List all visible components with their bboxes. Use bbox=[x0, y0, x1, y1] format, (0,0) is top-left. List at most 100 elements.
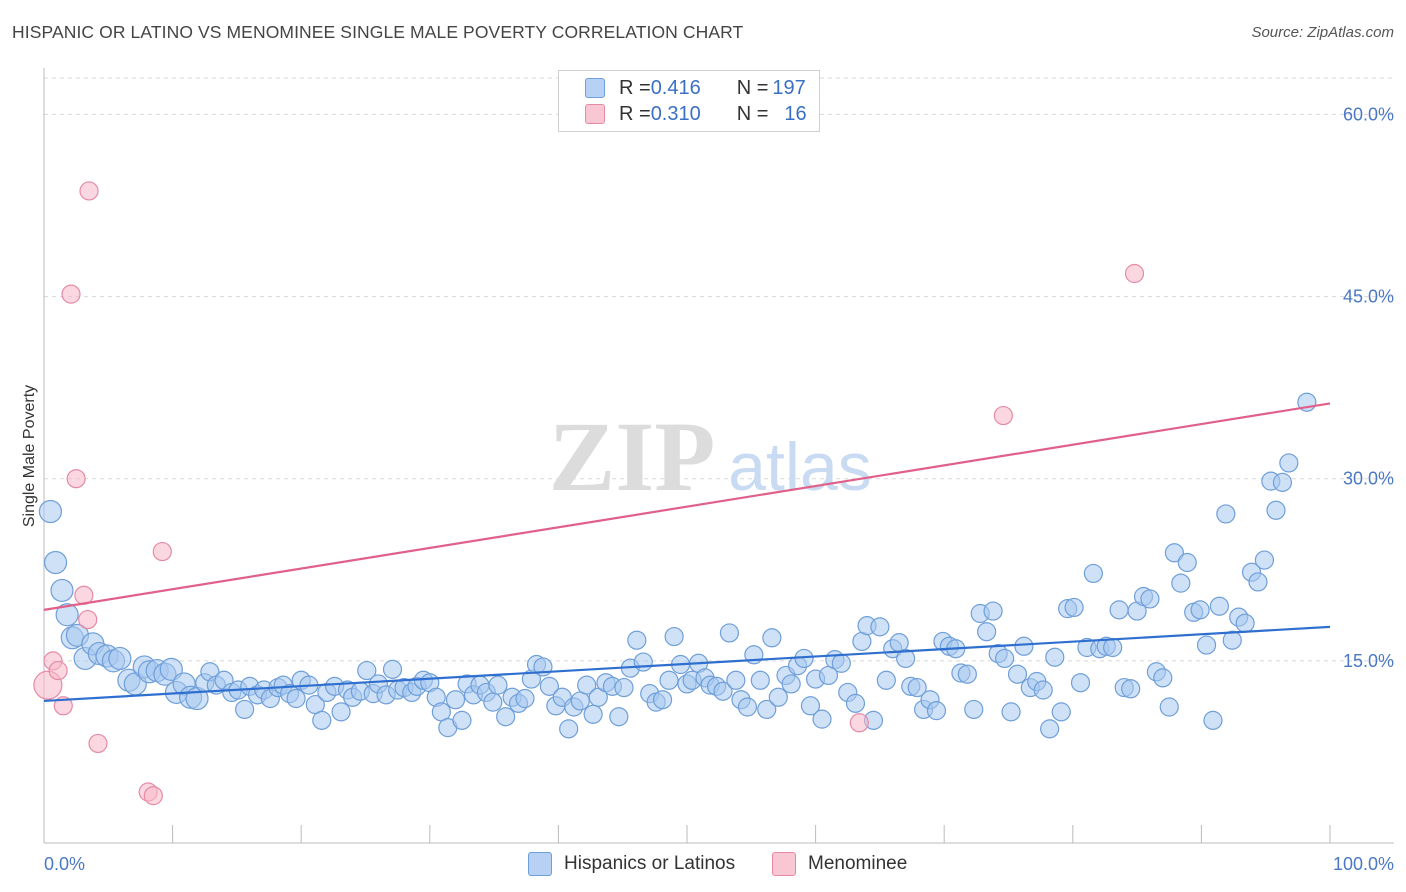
n-label: N = bbox=[736, 102, 769, 125]
data-point bbox=[78, 609, 98, 630]
data-point bbox=[609, 707, 629, 727]
axes bbox=[43, 68, 1394, 844]
data-point bbox=[79, 181, 99, 201]
data-point bbox=[1222, 630, 1242, 650]
x-tick-labels: 0.0% 100.0% bbox=[44, 854, 1394, 874]
legend-item-menominee[interactable]: Menominee bbox=[772, 852, 907, 876]
data-point bbox=[1153, 668, 1173, 688]
data-point bbox=[1254, 550, 1275, 570]
data-point bbox=[38, 499, 63, 524]
data-point bbox=[445, 690, 466, 710]
r-value: 0.416 bbox=[650, 76, 701, 99]
r-label: R = bbox=[619, 76, 651, 99]
data-point bbox=[977, 622, 997, 642]
data-point bbox=[488, 675, 508, 695]
data-point bbox=[907, 677, 927, 698]
data-point bbox=[1001, 702, 1021, 722]
n-value: 197 bbox=[772, 76, 806, 99]
data-point bbox=[1014, 636, 1034, 656]
data-point bbox=[737, 697, 758, 717]
data-point bbox=[357, 660, 377, 681]
data-point bbox=[870, 617, 890, 637]
data-point bbox=[1051, 702, 1071, 722]
data-point bbox=[382, 659, 403, 679]
r-value: 0.310 bbox=[650, 102, 701, 125]
data-point bbox=[1171, 573, 1191, 593]
legend-swatch-menominee bbox=[772, 852, 796, 876]
n-value: 16 bbox=[784, 102, 807, 125]
data-point bbox=[1103, 637, 1123, 658]
data-point bbox=[781, 674, 801, 694]
trend-lines bbox=[43, 402, 1331, 703]
data-point bbox=[995, 648, 1015, 669]
data-point bbox=[1216, 504, 1236, 524]
watermark-zip: ZIP bbox=[549, 401, 716, 512]
data-point bbox=[768, 687, 788, 707]
data-point bbox=[1109, 600, 1129, 620]
legend-item-hispanics[interactable]: Hispanics or Latinos bbox=[528, 852, 735, 876]
data-point bbox=[48, 660, 68, 681]
data-point bbox=[845, 693, 866, 713]
data-point bbox=[1209, 596, 1230, 616]
legend-swatch-hispanics bbox=[528, 852, 552, 876]
watermark: ZIP atlas bbox=[549, 401, 872, 512]
data-point bbox=[1121, 679, 1141, 699]
data-point bbox=[1064, 597, 1084, 618]
n-label: N = bbox=[736, 76, 769, 99]
data-point bbox=[831, 653, 851, 673]
stats-legend-swatch-menominee bbox=[585, 104, 605, 124]
data-point bbox=[719, 623, 740, 643]
data-point bbox=[483, 692, 503, 712]
data-point bbox=[1033, 680, 1053, 700]
grid-lines bbox=[44, 77, 1394, 662]
data-point bbox=[515, 688, 535, 709]
r-label: R = bbox=[619, 102, 651, 125]
data-point bbox=[614, 677, 634, 698]
data-point bbox=[1196, 635, 1217, 655]
legend-label-hispanics: Hispanics or Latinos bbox=[564, 853, 736, 874]
y-tick-label: 15.0% bbox=[1343, 651, 1394, 671]
data-point bbox=[876, 670, 896, 690]
data-point bbox=[1045, 647, 1065, 667]
x-tick-label-min: 0.0% bbox=[44, 854, 85, 874]
stats-legend-row-hispanics: R = 0.416 N = 197 bbox=[585, 76, 806, 100]
data-point bbox=[1203, 710, 1223, 730]
data-point bbox=[1248, 572, 1268, 592]
data-point bbox=[957, 664, 977, 684]
data-point bbox=[1140, 589, 1160, 609]
data-point bbox=[652, 690, 673, 710]
stats-legend: R = 0.416 N = 197 R = 0.310 N = 16 bbox=[558, 70, 820, 132]
data-point bbox=[762, 628, 782, 648]
data-point bbox=[539, 676, 559, 696]
data-point bbox=[50, 578, 74, 603]
data-point bbox=[43, 550, 68, 575]
data-point bbox=[61, 284, 81, 304]
series-hispanics-points bbox=[38, 392, 1317, 739]
data-point bbox=[496, 707, 516, 727]
y-tick-label: 45.0% bbox=[1343, 287, 1394, 307]
data-point bbox=[750, 670, 770, 690]
data-point bbox=[1164, 543, 1184, 563]
y-tick-labels: 15.0% 30.0% 45.0% 60.0% bbox=[1343, 104, 1394, 670]
data-point bbox=[964, 699, 984, 720]
data-point bbox=[152, 541, 172, 562]
data-point bbox=[993, 405, 1013, 426]
y-tick-label: 30.0% bbox=[1343, 469, 1394, 489]
data-point bbox=[1159, 697, 1179, 717]
data-point bbox=[1235, 613, 1255, 633]
data-point bbox=[633, 652, 653, 672]
trend-line bbox=[43, 402, 1331, 611]
data-point bbox=[1124, 263, 1145, 284]
x-tick-label-max: 100.0% bbox=[1333, 854, 1394, 874]
data-point bbox=[143, 786, 163, 806]
data-point bbox=[108, 646, 132, 671]
stats-legend-swatch-hispanics bbox=[585, 78, 605, 98]
data-point bbox=[1083, 563, 1103, 584]
data-point bbox=[664, 626, 684, 647]
stats-legend-row-menominee: R = 0.310 N = 16 bbox=[585, 102, 807, 126]
data-point bbox=[312, 710, 332, 730]
data-point bbox=[559, 719, 579, 739]
data-point bbox=[1279, 453, 1299, 473]
series-menominee-points bbox=[33, 181, 1145, 806]
